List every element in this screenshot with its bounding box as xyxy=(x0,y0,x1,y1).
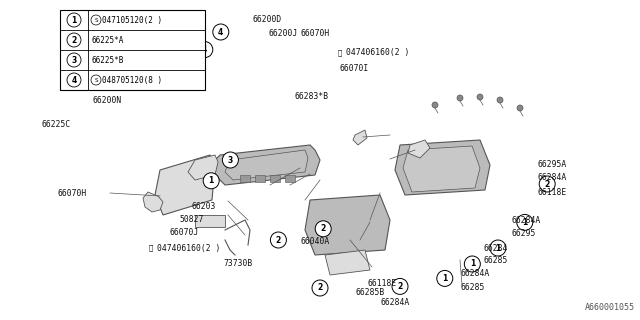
Text: 66070J: 66070J xyxy=(170,228,199,236)
Text: 66200J: 66200J xyxy=(269,29,298,38)
Text: 66118E: 66118E xyxy=(538,188,567,196)
Polygon shape xyxy=(305,195,390,255)
Text: 73730B: 73730B xyxy=(223,260,253,268)
Text: 4: 4 xyxy=(72,76,77,84)
Bar xyxy=(255,175,265,182)
Text: 047105120(2 ): 047105120(2 ) xyxy=(102,15,162,25)
Text: 66295A: 66295A xyxy=(538,160,567,169)
Circle shape xyxy=(67,13,81,27)
Text: 2: 2 xyxy=(397,282,403,291)
Text: 66284A: 66284A xyxy=(381,298,410,307)
Circle shape xyxy=(517,105,523,111)
Polygon shape xyxy=(408,140,430,158)
Bar xyxy=(195,215,225,227)
Circle shape xyxy=(465,256,480,272)
Polygon shape xyxy=(395,140,490,195)
Text: 2: 2 xyxy=(545,180,550,188)
Bar xyxy=(60,10,205,90)
Text: 2: 2 xyxy=(276,236,281,244)
Text: 4: 4 xyxy=(180,56,185,65)
Polygon shape xyxy=(215,145,320,185)
Text: S: S xyxy=(94,77,98,83)
Circle shape xyxy=(174,53,191,69)
Text: 4: 4 xyxy=(161,71,166,80)
Circle shape xyxy=(197,42,212,58)
Text: 66118E: 66118E xyxy=(368,279,397,288)
Circle shape xyxy=(312,280,328,296)
Bar xyxy=(285,175,295,182)
Circle shape xyxy=(155,67,172,83)
Text: 66200P: 66200P xyxy=(93,84,122,92)
Circle shape xyxy=(517,214,532,230)
Text: A660001055: A660001055 xyxy=(585,303,635,312)
Text: 048705120(8 ): 048705120(8 ) xyxy=(102,76,162,84)
Text: 66285B: 66285B xyxy=(355,288,385,297)
Text: 66070I: 66070I xyxy=(339,64,369,73)
Circle shape xyxy=(67,73,81,87)
Polygon shape xyxy=(188,155,218,180)
Circle shape xyxy=(91,15,101,25)
Text: 66040A: 66040A xyxy=(301,237,330,246)
Text: 1: 1 xyxy=(470,260,475,268)
Circle shape xyxy=(67,53,81,67)
Text: 66284A: 66284A xyxy=(512,216,541,225)
Text: 4: 4 xyxy=(202,45,207,54)
Text: S: S xyxy=(94,18,98,22)
Text: 3: 3 xyxy=(228,156,233,164)
Text: 66284: 66284 xyxy=(483,244,508,252)
Text: 66225*B: 66225*B xyxy=(92,55,124,65)
Text: 2: 2 xyxy=(317,284,323,292)
Text: 66200N: 66200N xyxy=(93,96,122,105)
Text: 1: 1 xyxy=(495,244,500,252)
Polygon shape xyxy=(325,250,370,275)
Circle shape xyxy=(270,232,287,248)
Text: 66283*B: 66283*B xyxy=(294,92,328,100)
Text: 66225*A: 66225*A xyxy=(92,36,124,44)
Circle shape xyxy=(432,102,438,108)
Polygon shape xyxy=(353,130,367,145)
Text: 66284A: 66284A xyxy=(461,269,490,278)
Circle shape xyxy=(212,24,229,40)
Text: 66203: 66203 xyxy=(192,202,216,211)
Circle shape xyxy=(91,75,101,85)
Text: 66295: 66295 xyxy=(512,229,536,238)
Text: Ⓢ: Ⓢ xyxy=(148,245,153,251)
Text: 4: 4 xyxy=(218,28,223,36)
Circle shape xyxy=(436,270,453,286)
Text: 1: 1 xyxy=(442,274,447,283)
Circle shape xyxy=(490,240,506,256)
Text: 66070H: 66070H xyxy=(301,29,330,38)
Polygon shape xyxy=(403,146,480,192)
Text: 1: 1 xyxy=(209,176,214,185)
Polygon shape xyxy=(155,155,215,215)
Text: 66284A: 66284A xyxy=(538,173,567,182)
Circle shape xyxy=(392,278,408,294)
Polygon shape xyxy=(143,192,163,212)
Text: 66070H: 66070H xyxy=(58,189,87,198)
Bar xyxy=(270,175,280,182)
Text: 047406160(2 ): 047406160(2 ) xyxy=(346,48,409,57)
Circle shape xyxy=(457,95,463,101)
Circle shape xyxy=(540,176,556,192)
Circle shape xyxy=(477,94,483,100)
Polygon shape xyxy=(225,150,308,180)
Text: 2: 2 xyxy=(72,36,77,44)
Circle shape xyxy=(67,33,81,47)
Circle shape xyxy=(497,97,503,103)
Text: 1: 1 xyxy=(522,218,527,227)
Text: 66200D: 66200D xyxy=(253,15,282,24)
Text: 66285: 66285 xyxy=(483,256,508,265)
Circle shape xyxy=(204,173,219,189)
Bar xyxy=(240,175,250,182)
Text: 66285: 66285 xyxy=(461,284,485,292)
Circle shape xyxy=(315,221,332,237)
Text: 047406160(2 ): 047406160(2 ) xyxy=(157,244,220,252)
Text: 2: 2 xyxy=(321,224,326,233)
Text: 3: 3 xyxy=(72,55,77,65)
Text: Ⓢ: Ⓢ xyxy=(337,50,342,56)
Text: 66225C: 66225C xyxy=(42,120,71,129)
Text: 1: 1 xyxy=(72,15,77,25)
Text: 50827: 50827 xyxy=(179,215,204,224)
Circle shape xyxy=(223,152,238,168)
